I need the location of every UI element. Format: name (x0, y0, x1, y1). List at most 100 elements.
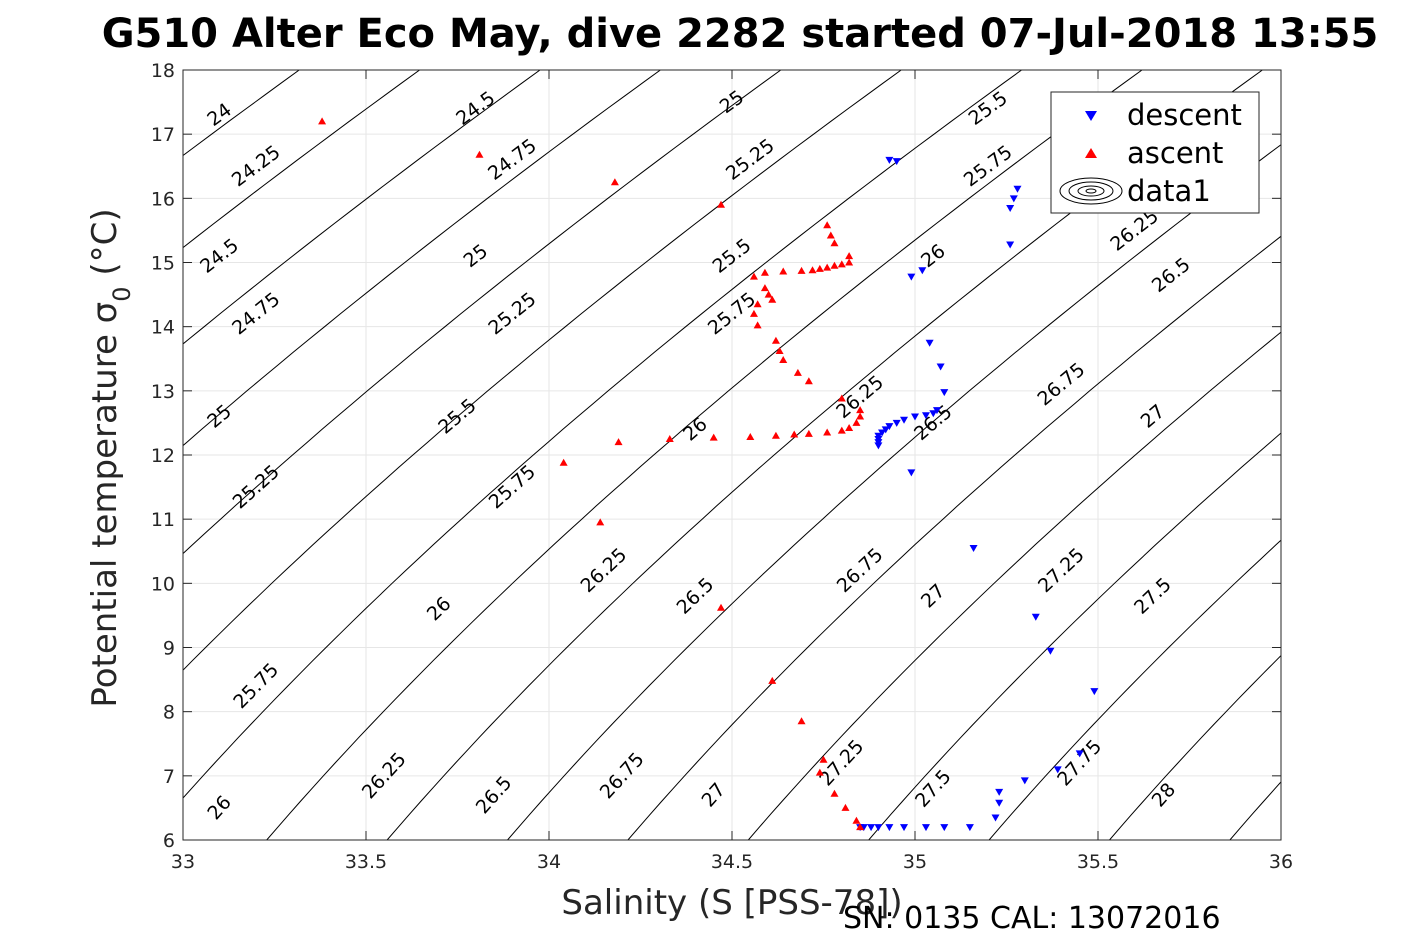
ascent-point (837, 426, 846, 434)
ascent-point (596, 518, 605, 526)
ascent-point (808, 266, 817, 274)
descent-point (918, 267, 927, 275)
x-tick-label: 34.5 (711, 851, 753, 873)
y-axis-label-text: Potential temperature (85, 323, 125, 707)
density-contour (1109, 654, 1281, 840)
descent-point (907, 273, 916, 281)
ascent-point (779, 356, 788, 364)
density-contour (868, 432, 1281, 840)
descent-point (940, 389, 949, 397)
ascent-point (845, 258, 854, 266)
ascent-point (823, 263, 832, 271)
ascent-point (826, 231, 835, 239)
ascent-point (804, 429, 813, 437)
descent-point (1046, 647, 1055, 655)
ascent-point (760, 284, 769, 292)
ascent-point (753, 300, 762, 308)
descent-point (965, 824, 974, 832)
ascent-point (749, 272, 758, 280)
descent-point (921, 412, 930, 420)
x-tick-label: 35.5 (1077, 851, 1119, 873)
ascent-point (845, 424, 854, 432)
ascent-point (760, 268, 769, 276)
descent-point (1009, 195, 1018, 203)
legend-entry-ascent: ascent (1127, 136, 1223, 170)
x-tick-label: 35 (903, 851, 927, 873)
density-contours (183, 70, 1281, 840)
ascent-point (830, 261, 839, 269)
legend-marker-ascent (1085, 148, 1097, 158)
ascent-point (837, 260, 846, 268)
ascent-point (709, 433, 718, 441)
descent-point (885, 824, 894, 832)
x-tick-label: 36 (1269, 851, 1293, 873)
density-contour (183, 70, 661, 447)
density-contour (747, 331, 1281, 840)
legend-marker-descent (1085, 111, 1097, 121)
descent-point (1006, 241, 1015, 249)
ascent-point (559, 458, 568, 466)
y-tick-label: 13 (151, 381, 175, 403)
ascent-point (852, 418, 861, 426)
x-tick-label: 33.5 (345, 851, 387, 873)
descent-point (900, 824, 909, 832)
serial-calibration-note: SN: 0135 CAL: 13072016 (843, 901, 1221, 936)
ascent-point (797, 717, 806, 725)
y-tick-label: 9 (163, 638, 175, 660)
ascent-point (856, 412, 865, 420)
descent-point (929, 410, 938, 418)
descent-point (1031, 613, 1040, 621)
y-tick-label: 11 (151, 509, 175, 531)
ascent-point (793, 368, 802, 376)
density-contour (627, 235, 1281, 840)
descent-point (1090, 688, 1099, 696)
y-tick-label: 6 (163, 830, 175, 852)
ascent-point (790, 430, 799, 438)
density-contour (183, 70, 1022, 799)
ascent-point (717, 200, 726, 208)
descent-point (892, 419, 901, 427)
ascent-point (819, 755, 828, 763)
descent-point (995, 799, 1004, 807)
x-tick-label: 33 (171, 851, 195, 873)
ascent-point (746, 433, 755, 441)
descent-point (991, 814, 1000, 822)
chart-title: G510 Alter Eco May, dive 2282 started 07… (102, 11, 1379, 57)
ascent-point (753, 321, 762, 329)
descent-point (940, 824, 949, 832)
ascent-point (771, 431, 780, 439)
ascent-point (475, 150, 484, 158)
descent-point (1013, 185, 1022, 193)
y-axis-ticks: 6 7 8 9 10 11 12 13 14 15 16 17 18 (151, 60, 1281, 852)
descent-point (867, 824, 876, 832)
ascent-point (830, 789, 839, 797)
descent-point (892, 158, 901, 166)
y-tick-label: 17 (151, 124, 175, 146)
descent-point (1075, 750, 1084, 758)
descent-point (936, 363, 945, 371)
legend-entry-data1: data1 (1127, 174, 1211, 208)
ascent-point (318, 117, 327, 125)
descent-point (911, 413, 919, 421)
ascent-point (771, 336, 780, 344)
density-contour (183, 70, 782, 555)
ascent-point (837, 394, 846, 402)
ascent-point (797, 266, 806, 274)
ascent-point (779, 267, 788, 275)
descent-point (925, 339, 934, 347)
x-axis-ticks: 33 33.5 34 34.5 35 35.5 36 (171, 70, 1293, 873)
ascent-point (717, 603, 726, 611)
y-tick-label: 18 (151, 60, 175, 82)
legend-entry-descent: descent (1127, 98, 1242, 132)
legend-box (1050, 91, 1260, 214)
ascent-point (856, 406, 865, 414)
density-contour (183, 70, 541, 345)
legend-marker-data1 (1059, 177, 1123, 205)
x-tick-label: 34 (537, 851, 561, 873)
density-contour (266, 70, 1143, 840)
y-tick-label: 16 (151, 188, 175, 210)
ascent-point (856, 823, 865, 831)
ascent-point (830, 239, 839, 247)
ascent-point (815, 768, 824, 776)
x-axis-label: Salinity (S [PSS-78]) (561, 883, 902, 923)
